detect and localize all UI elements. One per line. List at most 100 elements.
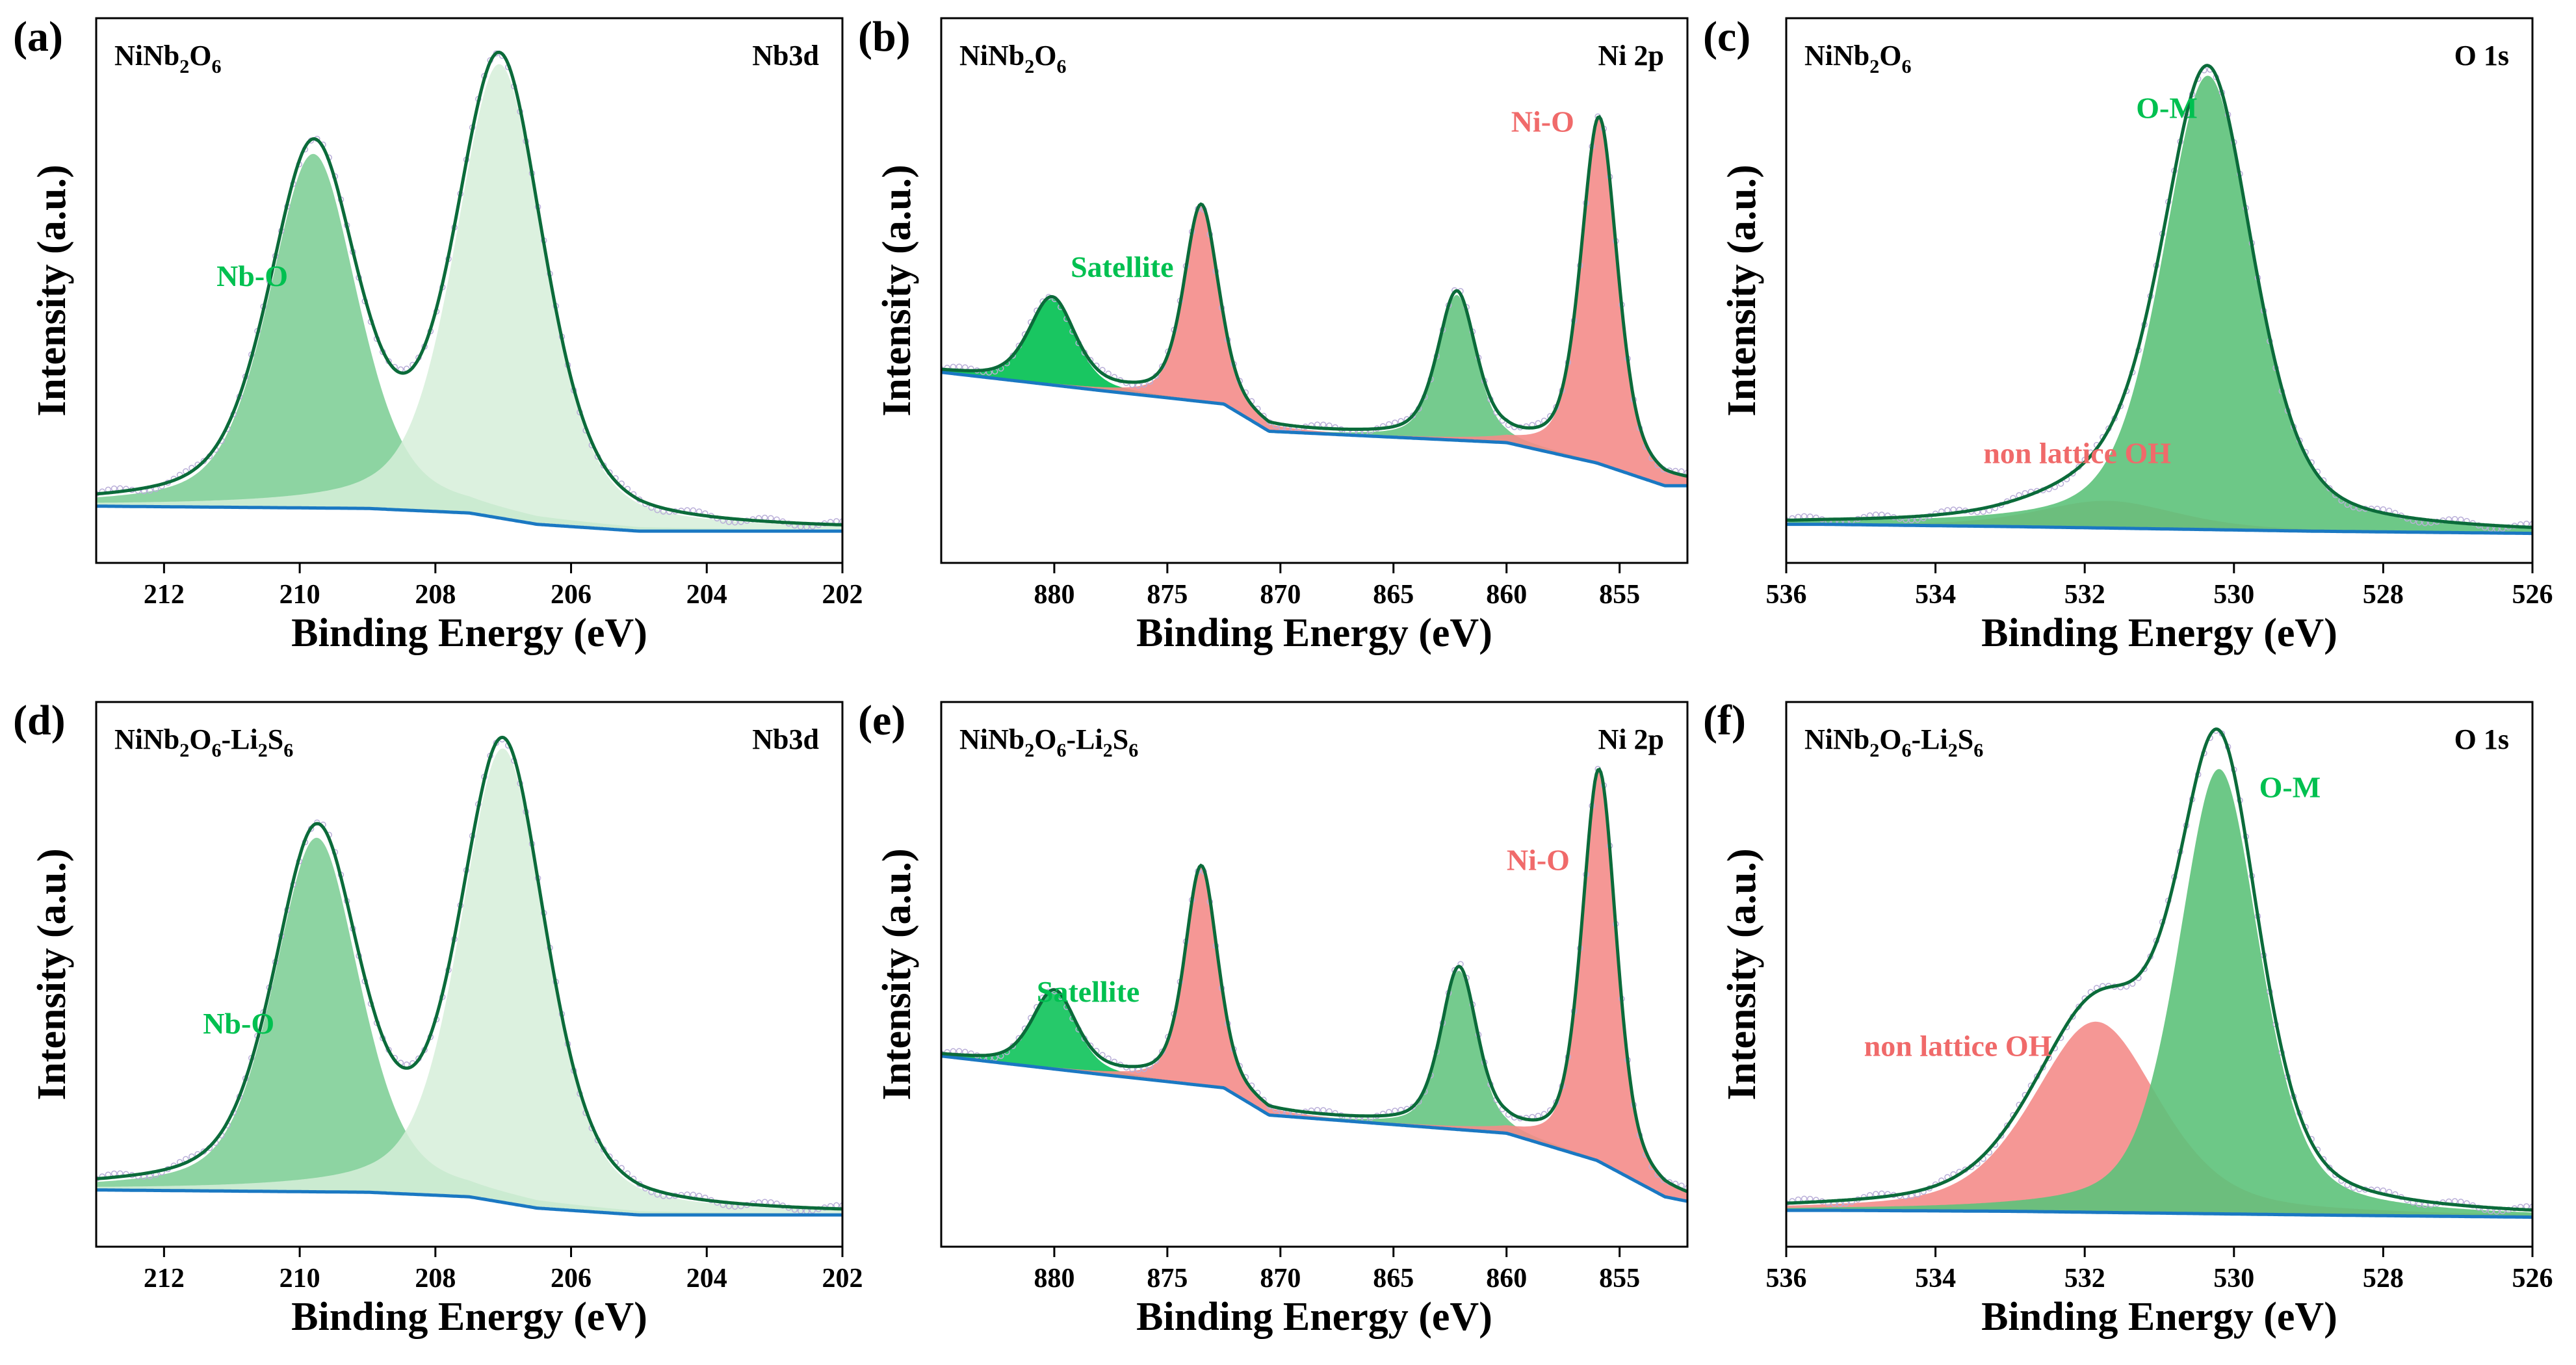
- x-tick-label: 536: [1766, 1264, 1807, 1294]
- x-tick-label: 880: [1034, 580, 1074, 610]
- plot-area: [941, 113, 1687, 488]
- y-axis-title: Intensity (a.u.): [30, 164, 74, 417]
- raw-point: [1320, 421, 1327, 428]
- peak-annotation-nb-o: Nb-O: [216, 259, 288, 292]
- x-tick-label: 865: [1373, 1264, 1414, 1294]
- x-tick-label: 202: [822, 580, 863, 610]
- x-tick-label: 875: [1147, 580, 1188, 610]
- core-level-label: O 1s: [2454, 723, 2509, 755]
- fitted-envelope: [941, 114, 1687, 478]
- x-tick-label: 860: [1486, 580, 1527, 610]
- plot-area: [941, 766, 1687, 1203]
- x-tick-label: 870: [1260, 1264, 1301, 1294]
- x-axis-title: Binding Energy (eV): [291, 1295, 647, 1339]
- core-level-label: O 1s: [2454, 40, 2509, 72]
- x-tick-label: 212: [144, 580, 185, 610]
- x-tick-label: 536: [1766, 580, 1807, 610]
- panel-letter: (b): [858, 13, 911, 60]
- plot-area: [96, 50, 842, 533]
- y-axis-title: Intensity (a.u.): [875, 848, 919, 1100]
- x-tick-label: 870: [1260, 580, 1301, 610]
- core-level-label: Ni 2p: [1598, 40, 1664, 72]
- x-tick-label: 855: [1599, 1264, 1640, 1294]
- x-tick-label: 210: [280, 580, 320, 610]
- peak-fill-nb-o: [96, 837, 842, 1216]
- peak-annotation-satellite: Satellite: [1071, 250, 1173, 283]
- y-axis-title: Intensity (a.u.): [1720, 848, 1764, 1100]
- background-line: [96, 1188, 842, 1217]
- raw-point: [1801, 1195, 1808, 1202]
- plot-frame: [1785, 17, 2534, 564]
- plot-area: [1786, 727, 2532, 1219]
- background-line: [96, 504, 842, 533]
- x-tick-label: 526: [2512, 580, 2553, 610]
- peak-annotation-satellite: Satellite: [1037, 975, 1139, 1008]
- panel-d: 212 210 208 206 204 202 Binding Energy (eV) Int…: [13, 697, 863, 1339]
- plot-frame: [95, 701, 844, 1248]
- x-tick-label: 860: [1486, 1264, 1527, 1294]
- x-tick-label: 204: [686, 580, 727, 610]
- sample-label: NiNb2​O6​: [114, 40, 221, 77]
- background-line: [941, 370, 1687, 488]
- x-tick-label: 526: [2512, 1264, 2553, 1294]
- x-axis-title: Binding Energy (eV): [1981, 1295, 2337, 1339]
- plot-area: [96, 735, 842, 1217]
- sample-label: NiNb2​O6​: [959, 40, 1066, 77]
- fitted-envelope: [1786, 727, 2532, 1212]
- x-tick-label: 530: [2213, 580, 2254, 610]
- raw-point: [1320, 1107, 1327, 1113]
- panel-a: 212 210 208 206 204 202 Binding Energy (eV) Int…: [13, 13, 863, 655]
- core-level-label: Nb3d: [752, 40, 819, 72]
- x-axis-title: Binding Energy (eV): [1136, 611, 1492, 655]
- x-tick-label: 865: [1373, 580, 1414, 610]
- peak-fill-ni-o: [941, 771, 1687, 1202]
- peak-fill-o-m: [1786, 75, 2532, 534]
- raw-point: [1409, 412, 1416, 419]
- sample-label: NiNb2​O6​-Li2​S6​: [1804, 723, 1983, 761]
- fitted-envelope: [96, 735, 842, 1211]
- peak-fill-ni-o: [941, 118, 1687, 486]
- x-tick-label: 206: [551, 1264, 592, 1294]
- x-tick-label: 208: [415, 1264, 456, 1294]
- x-tick-label: 532: [2064, 1264, 2105, 1294]
- x-axis-title: Binding Energy (eV): [291, 611, 647, 655]
- raw-point: [1409, 1103, 1416, 1110]
- raw-point: [1684, 1184, 1687, 1191]
- x-tick-label: 208: [415, 580, 456, 610]
- x-tick-label: 206: [551, 580, 592, 610]
- raw-point: [2326, 1164, 2333, 1171]
- raw-point: [1684, 469, 1687, 476]
- x-tick-label: 212: [144, 1264, 185, 1294]
- x-tick-label: 855: [1599, 580, 1640, 610]
- plot-frame: [1785, 701, 2534, 1248]
- panel-c: 536 534 532 530 528 526 Binding Energy (eV) Int…: [1703, 13, 2553, 655]
- x-axis-title: Binding Energy (eV): [1981, 611, 2337, 655]
- panel-letter: (c): [1703, 13, 1750, 60]
- x-tick-label: 534: [1915, 580, 1956, 610]
- raw-point: [1801, 513, 1808, 519]
- panel-letter: (f): [1703, 697, 1746, 744]
- plot-frame: [940, 17, 1689, 564]
- peak-fill-component-1: [96, 748, 842, 1216]
- peak-annotation-nb-o: Nb-O: [203, 1007, 274, 1040]
- x-tick-label: 534: [1915, 1264, 1956, 1294]
- fitted-envelope: [1786, 64, 2532, 529]
- peak-annotation-ni-o: Ni-O: [1507, 843, 1570, 876]
- sample-label: NiNb2​O6​-Li2​S6​: [959, 723, 1138, 761]
- peak-annotation-non-lattice-oh: non lattice OH: [1864, 1030, 2052, 1063]
- raw-point: [2529, 1203, 2532, 1210]
- raw-point: [1873, 511, 1879, 518]
- plot-frame: [95, 17, 844, 564]
- fitted-envelope: [941, 767, 1687, 1193]
- x-tick-label: 204: [686, 1264, 727, 1294]
- x-tick-label: 530: [2213, 1264, 2254, 1294]
- plot-area: [1786, 64, 2532, 536]
- x-tick-label: 528: [2363, 580, 2404, 610]
- x-tick-label: 532: [2064, 580, 2105, 610]
- peak-annotation-o-m: O-M: [2136, 92, 2198, 125]
- x-tick-label: 202: [822, 1264, 863, 1294]
- background-line: [1786, 1208, 2532, 1219]
- peak-annotation-ni-o: Ni-O: [1511, 105, 1574, 138]
- peak-fill-o-m: [1786, 769, 2532, 1217]
- background-line: [941, 1054, 1687, 1203]
